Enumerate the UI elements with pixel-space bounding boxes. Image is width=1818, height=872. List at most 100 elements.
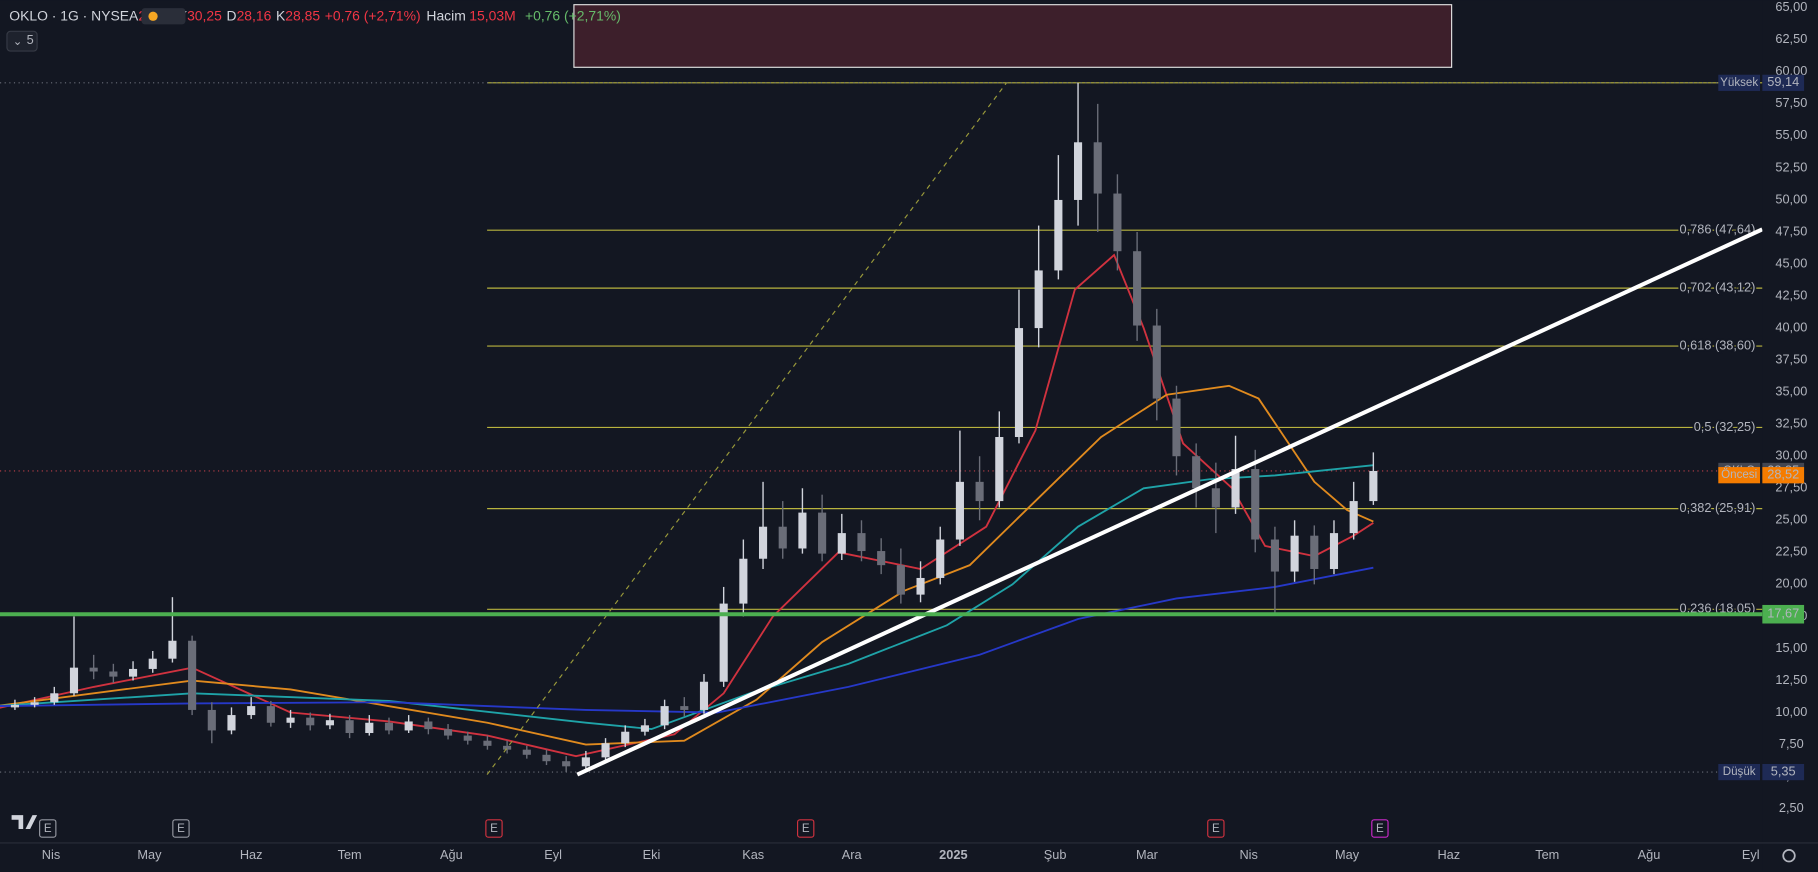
x-tick-label: Haz [240,847,263,862]
x-tick-label: Ağu [440,847,463,862]
y-tick-label: 55,00 [1775,127,1807,142]
x-tick-label: Ara [842,847,863,862]
candle-body [463,735,472,741]
y-tick-label: 12,50 [1775,672,1807,687]
candle-body [1034,270,1043,329]
candle-body [1192,456,1201,489]
candle-body [621,731,630,744]
fib-label: 0,702 (43,12) [1680,279,1756,294]
candle-body [1152,325,1161,399]
x-tick-label: May [1335,847,1360,862]
y-tick-label: 42,50 [1775,287,1807,302]
candle-body [877,551,886,566]
candle-body [758,526,768,559]
candle-body [1270,539,1279,572]
candle-body [148,658,157,669]
candle-body [995,437,1004,502]
candle-body [1014,328,1024,438]
price-badge [1762,763,1805,781]
candle-body [483,740,492,746]
candle-body [69,667,79,694]
candle-body [1113,193,1122,252]
candle-body [1369,470,1378,502]
price-value: 59,14 [1767,74,1799,89]
candle-body [1251,469,1260,540]
candle-body [384,722,394,731]
y-tick-label: 2,50 [1779,800,1804,815]
price-name-badge [1718,467,1761,484]
interval-toggle[interactable] [6,30,38,52]
candle-body [1073,142,1083,200]
candle-body [640,725,649,732]
price-axis [1762,0,1818,872]
price-name: Düşük [1723,766,1756,778]
event-marker [797,819,815,838]
candle-body [1329,533,1339,569]
change: +0,76 (+2,71%) [325,7,421,23]
y-tick-label: 22,50 [1775,544,1807,559]
x-tick-label: Haz [1437,847,1460,862]
trend-line [576,227,1764,777]
header: OKLO · 1G · NYSEA29,73Y30,25D28,16K28,85… [9,7,621,23]
x-tick-label: 2025 [939,847,967,862]
plot: 10,786 (47,64)0,702 (43,12)0,618 (38,60)… [0,72,1764,777]
price-badge [1762,74,1805,91]
support-badge [1762,604,1805,624]
candle-body [266,706,275,723]
fib-label: 0,618 (38,60) [1680,337,1756,352]
candle-body [1172,398,1181,457]
candle-body [443,729,453,736]
y-tick-label: 10,00 [1775,704,1807,719]
x-tick-label: Tem [338,847,362,862]
candle-body [1231,469,1240,508]
x-tick-label: Eyl [1742,847,1760,862]
candle-body [581,757,590,767]
candle-body [286,717,295,723]
x-tick-label: Eki [643,847,661,862]
candle-body [857,533,866,552]
candle-body [325,720,334,726]
candle-body [916,577,925,595]
ohlc-label: D [227,7,237,23]
candle-body [975,481,984,502]
candle-body [168,640,177,659]
event-marker [485,819,503,838]
candle-body [601,743,610,758]
volume-label: Hacim [426,7,465,23]
y-tick-label: 50,00 [1775,191,1807,206]
candle-body [680,706,689,710]
candle-body [699,681,709,710]
moving-average [0,566,1374,714]
candle-body [345,720,354,734]
ohlc-value: 30,25 [187,7,222,23]
candle-body [207,709,216,731]
candle-body [955,481,964,540]
settings-icon[interactable] [1782,849,1796,863]
event-label: E [44,823,52,835]
event-marker [39,819,57,838]
candle-body [424,721,433,730]
y-tick-label: 27,50 [1775,480,1807,495]
candle-body [1349,501,1358,534]
candle-body [936,539,945,578]
event-marker [1371,819,1389,838]
ohlc-value: 28,16 [237,7,272,23]
volume-change: +0,76 (+2,71%) [525,7,621,23]
y-tick-label: 32,50 [1775,416,1807,431]
overlay: 2,505,007,5010,0012,5015,0017,5020,0022,… [39,0,1807,862]
candle-body [227,715,236,731]
event-marker [1207,819,1225,838]
candle-body [522,749,531,755]
chevron: ⌄ [13,36,23,48]
x-tick-label: Kas [742,847,764,862]
market-icon [148,11,158,21]
y-tick-label: 40,00 [1775,319,1807,334]
support-label: 17,67 [1767,606,1799,621]
price-name-badge [1718,763,1761,781]
y-tick-label: 30,00 [1775,448,1807,463]
x-tick-label: Nis [42,847,60,862]
candle-body [1054,199,1063,271]
candle-body [1290,535,1299,572]
y-tick-label: 15,00 [1775,640,1807,655]
